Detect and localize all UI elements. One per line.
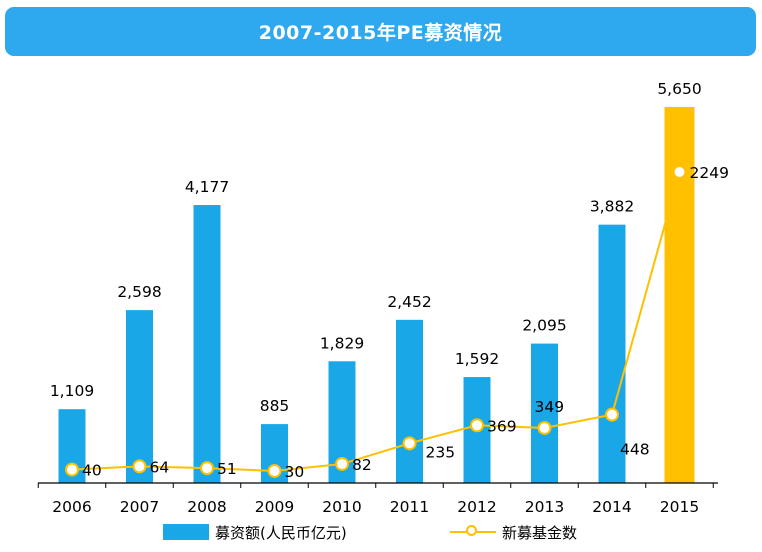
line-value-label: 369 bbox=[487, 417, 517, 435]
bar-value-label: 5,650 bbox=[657, 80, 701, 98]
x-tick-label: 2013 bbox=[525, 498, 564, 516]
labels-layer: 1,109 2,598 4,177 885 1,829 2,452 1,592 2,095 3,… bbox=[50, 80, 729, 481]
line-point-2008 bbox=[200, 461, 214, 476]
line-point-2014 bbox=[605, 407, 619, 422]
line-point-2013 bbox=[537, 420, 552, 435]
bar-value-label: 2,452 bbox=[387, 293, 431, 311]
bar-2008 bbox=[193, 205, 221, 484]
legend-line: 新募基金数 bbox=[450, 519, 577, 545]
bar-value-label: 4,177 bbox=[185, 178, 229, 196]
line-point-2009 bbox=[267, 463, 282, 478]
bar-2007 bbox=[126, 310, 153, 483]
line-point-2012 bbox=[470, 418, 484, 433]
legend-line-label: 新募基金数 bbox=[502, 523, 578, 542]
axis-layer: 2006 2007 2008 2009 2010 2011 2012 2013 2014 2015 bbox=[37, 482, 718, 516]
bar-value-label: 3,882 bbox=[590, 198, 634, 216]
legend-bar-swatch bbox=[163, 524, 209, 540]
x-tick-label: 2014 bbox=[592, 498, 631, 516]
bar-value-label: 2,095 bbox=[522, 317, 566, 335]
bar-2013 bbox=[531, 343, 558, 483]
line-value-label: 448 bbox=[620, 441, 650, 459]
legend-bar: 募资额(人民币亿元) bbox=[163, 519, 347, 545]
chart-title: 2007-2015年PE募资情况 bbox=[5, 7, 756, 56]
line-point-2010 bbox=[335, 456, 349, 471]
line-value-label: 2249 bbox=[690, 164, 729, 182]
line-value-label: 51 bbox=[217, 460, 237, 478]
bar-2014 bbox=[598, 224, 626, 483]
bar-2011 bbox=[396, 319, 423, 483]
bar-value-label: 2,598 bbox=[117, 283, 161, 301]
bar-value-label: 1,829 bbox=[320, 334, 364, 352]
bar-value-label: 885 bbox=[260, 397, 290, 415]
legend-bar-label: 募资额(人民币亿元) bbox=[215, 523, 347, 542]
line-value-label: 40 bbox=[82, 462, 102, 480]
bar-value-label: 1,109 bbox=[50, 382, 94, 400]
x-tick-label: 2011 bbox=[390, 498, 429, 516]
line-series bbox=[71, 171, 681, 472]
line-value-label: 64 bbox=[150, 458, 170, 476]
line-value-label: 235 bbox=[426, 443, 456, 461]
x-tick-label: 2015 bbox=[660, 498, 699, 516]
bars-layer bbox=[58, 107, 695, 484]
bar-value-label: 1,592 bbox=[455, 350, 499, 368]
x-tick-label: 2006 bbox=[52, 498, 91, 516]
line-value-label: 349 bbox=[535, 398, 565, 416]
line-layer bbox=[65, 165, 687, 478]
x-tick-label: 2009 bbox=[255, 498, 294, 516]
line-point-2006 bbox=[65, 462, 79, 477]
x-tick-label: 2010 bbox=[322, 498, 361, 516]
x-tick-label: 2008 bbox=[187, 498, 226, 516]
line-point-2011 bbox=[402, 436, 417, 451]
x-tick-label: 2007 bbox=[120, 498, 159, 516]
legend-line-swatch bbox=[450, 524, 496, 540]
line-point-2015 bbox=[672, 165, 687, 179]
line-value-label: 30 bbox=[285, 463, 305, 481]
x-tick-label: 2012 bbox=[457, 498, 496, 516]
line-point-2007 bbox=[132, 459, 147, 474]
line-value-label: 82 bbox=[352, 456, 372, 474]
